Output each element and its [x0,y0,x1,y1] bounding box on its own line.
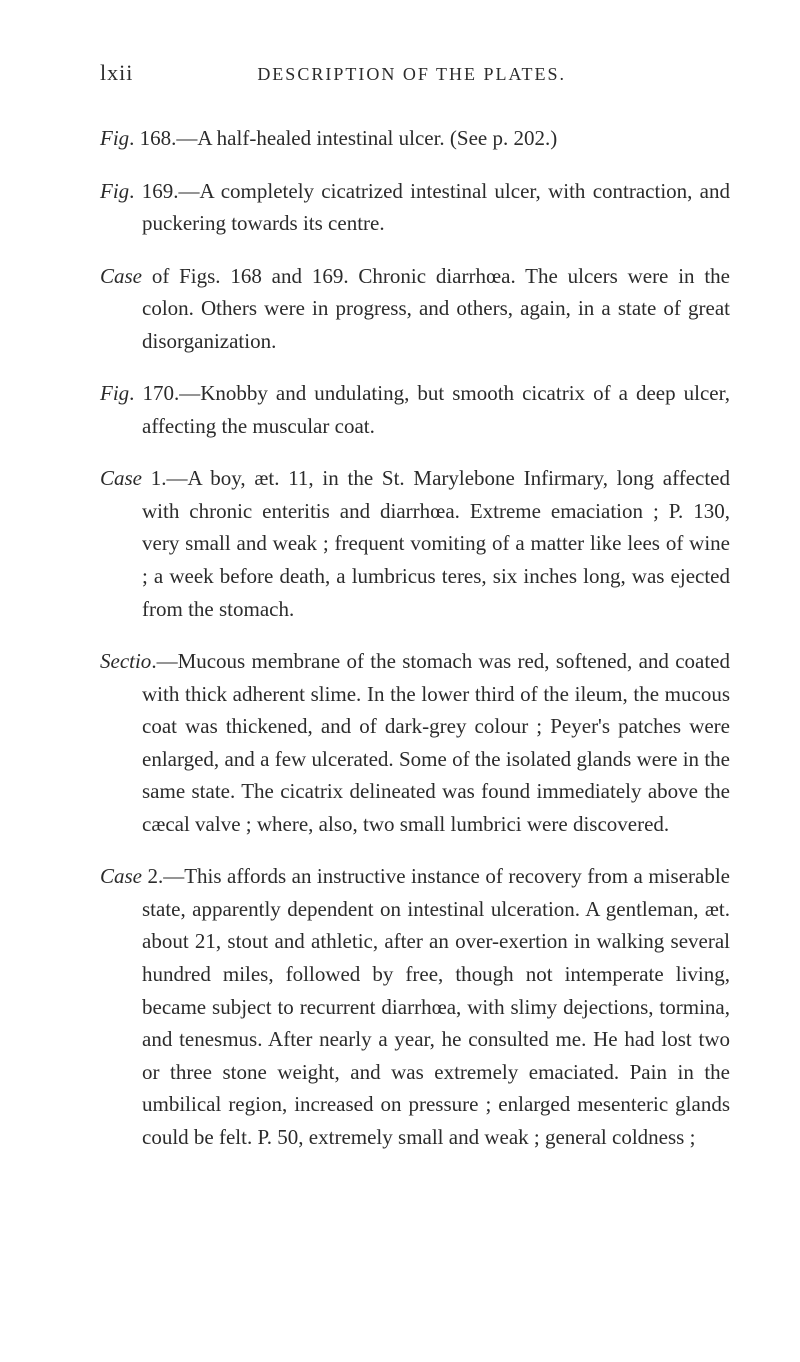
running-head: DESCRIPTION OF THE PLATES. [133,64,690,85]
sectio-label: Sectio [100,649,151,673]
fig-168-text: . 168.—A half-healed intestinal ulcer. (… [129,126,557,150]
case-label: Case [100,264,142,288]
case-2-text: 2.—This affords an instructive instance … [142,864,730,1148]
case-2: Case 2.—This affords an instructive inst… [100,860,730,1153]
fig-170-text: . 170.—Knobby and undulating, but smooth… [129,381,730,438]
case-1: Case 1.—A boy, æt. 11, in the St. Maryle… [100,462,730,625]
case-label: Case [100,864,142,888]
sectio: Sectio.—Mucous membrane of the stomach w… [100,645,730,840]
fig-label: Fig [100,179,129,203]
case-figs-text: of Figs. 168 and 169. Chronic diarrhœa. … [142,264,730,353]
fig-169-text: . 169.—A completely cicatrized intestina… [129,179,730,236]
page-number: lxii [100,60,133,86]
sectio-text: .—Mucous membrane of the stomach was red… [142,649,730,836]
page-header: lxii DESCRIPTION OF THE PLATES. [100,60,730,86]
fig-label: Fig [100,126,129,150]
fig-label: Fig [100,381,129,405]
case-1-text: 1.—A boy, æt. 11, in the St. Marylebone … [142,466,730,620]
case-label: Case [100,466,142,490]
fig-168: Fig. 168.—A half-healed intestinal ulcer… [100,122,730,155]
case-figs-168-169: Case of Figs. 168 and 169. Chronic diarr… [100,260,730,358]
fig-169: Fig. 169.—A completely cicatrized intest… [100,175,730,240]
page: lxii DESCRIPTION OF THE PLATES. Fig. 168… [0,0,800,1362]
fig-170: Fig. 170.—Knobby and undulating, but smo… [100,377,730,442]
